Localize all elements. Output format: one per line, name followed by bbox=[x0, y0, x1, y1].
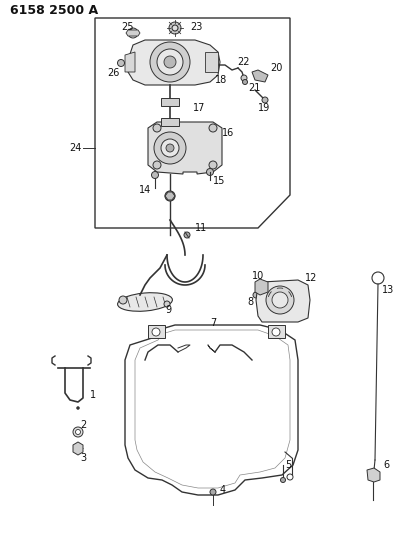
Circle shape bbox=[154, 132, 186, 164]
Circle shape bbox=[368, 472, 376, 480]
Text: 5: 5 bbox=[284, 460, 290, 470]
Polygon shape bbox=[255, 280, 309, 322]
Polygon shape bbox=[366, 468, 379, 482]
Circle shape bbox=[271, 292, 287, 308]
Text: 14: 14 bbox=[139, 185, 151, 195]
Polygon shape bbox=[126, 30, 139, 36]
Text: 6: 6 bbox=[382, 460, 388, 470]
Polygon shape bbox=[254, 279, 267, 295]
Circle shape bbox=[164, 301, 170, 307]
Text: 24: 24 bbox=[70, 143, 82, 153]
Circle shape bbox=[252, 292, 258, 298]
Polygon shape bbox=[252, 70, 267, 82]
Text: 22: 22 bbox=[236, 57, 249, 67]
Circle shape bbox=[152, 328, 160, 336]
Circle shape bbox=[209, 489, 216, 495]
Circle shape bbox=[240, 75, 246, 81]
Circle shape bbox=[280, 478, 285, 482]
Text: 9: 9 bbox=[164, 305, 171, 315]
Circle shape bbox=[153, 124, 161, 132]
Circle shape bbox=[157, 49, 182, 75]
Polygon shape bbox=[73, 442, 83, 455]
Polygon shape bbox=[267, 325, 284, 338]
Circle shape bbox=[371, 272, 383, 284]
Text: 20: 20 bbox=[270, 63, 282, 73]
Text: 23: 23 bbox=[189, 22, 202, 32]
Circle shape bbox=[169, 22, 180, 34]
Circle shape bbox=[286, 474, 292, 480]
Text: 4: 4 bbox=[220, 485, 226, 495]
Text: 17: 17 bbox=[193, 103, 205, 113]
Circle shape bbox=[164, 56, 175, 68]
Circle shape bbox=[76, 407, 79, 409]
Circle shape bbox=[130, 30, 135, 36]
Text: 18: 18 bbox=[214, 75, 227, 85]
Polygon shape bbox=[204, 52, 218, 72]
Text: 1: 1 bbox=[90, 390, 96, 400]
Circle shape bbox=[117, 60, 124, 67]
Circle shape bbox=[209, 161, 216, 169]
Ellipse shape bbox=[117, 293, 172, 311]
Circle shape bbox=[153, 161, 161, 169]
Text: 16: 16 bbox=[221, 128, 234, 138]
Text: 26: 26 bbox=[107, 68, 119, 78]
Circle shape bbox=[209, 124, 216, 132]
Circle shape bbox=[150, 42, 189, 82]
Polygon shape bbox=[148, 122, 221, 174]
Circle shape bbox=[151, 172, 158, 179]
Circle shape bbox=[119, 296, 127, 304]
Circle shape bbox=[206, 168, 213, 175]
Polygon shape bbox=[148, 325, 164, 338]
Text: 2: 2 bbox=[80, 420, 86, 430]
Circle shape bbox=[166, 144, 173, 152]
Text: 7: 7 bbox=[209, 318, 216, 328]
Text: 11: 11 bbox=[195, 223, 207, 233]
Text: 3: 3 bbox=[80, 453, 86, 463]
Circle shape bbox=[271, 328, 279, 336]
Text: 10: 10 bbox=[251, 271, 263, 281]
Text: 13: 13 bbox=[381, 285, 393, 295]
Circle shape bbox=[164, 191, 175, 201]
Circle shape bbox=[172, 25, 178, 31]
Text: 21: 21 bbox=[247, 83, 260, 93]
Text: 25: 25 bbox=[121, 22, 134, 32]
Bar bbox=[161, 98, 179, 106]
Polygon shape bbox=[125, 325, 297, 495]
Circle shape bbox=[184, 232, 189, 238]
Text: 15: 15 bbox=[213, 176, 225, 186]
Polygon shape bbox=[164, 192, 175, 200]
Polygon shape bbox=[135, 330, 289, 488]
Circle shape bbox=[161, 139, 179, 157]
Circle shape bbox=[265, 286, 293, 314]
Circle shape bbox=[242, 79, 247, 85]
Text: 19: 19 bbox=[257, 103, 270, 113]
Circle shape bbox=[75, 430, 80, 434]
Polygon shape bbox=[128, 40, 220, 85]
Polygon shape bbox=[125, 52, 135, 72]
Polygon shape bbox=[95, 18, 289, 228]
Circle shape bbox=[73, 427, 83, 437]
Circle shape bbox=[128, 28, 138, 38]
Text: 6158 2500 A: 6158 2500 A bbox=[10, 4, 98, 17]
Text: 8: 8 bbox=[246, 297, 252, 307]
Bar bbox=[161, 118, 179, 126]
Text: 12: 12 bbox=[304, 273, 317, 283]
Circle shape bbox=[261, 97, 267, 103]
